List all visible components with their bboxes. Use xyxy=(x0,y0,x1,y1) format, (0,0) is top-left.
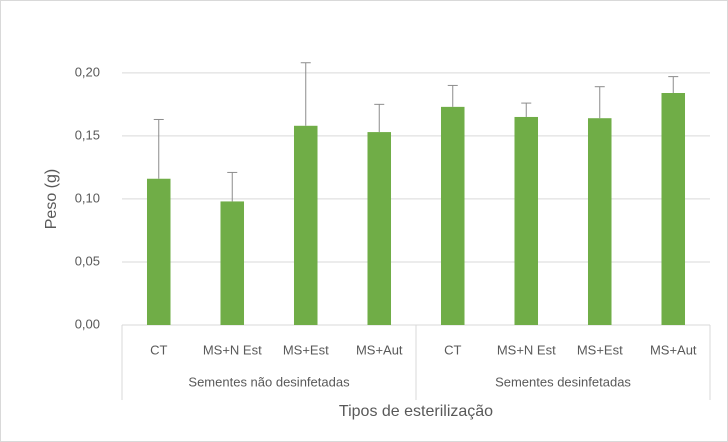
group-label: Sementes não desinfetadas xyxy=(188,374,350,389)
x-tick-label: MS+N Est xyxy=(203,342,262,357)
x-tick-label: MS+Est xyxy=(283,342,329,357)
group-label: Sementes desinfetadas xyxy=(495,374,631,389)
x-tick-label: MS+Aut xyxy=(356,342,403,357)
x-tick-label: MS+N Est xyxy=(497,342,556,357)
bar xyxy=(661,93,686,325)
bar xyxy=(293,125,318,325)
x-tick-label: MS+Aut xyxy=(650,342,697,357)
x-tick-label: MS+Est xyxy=(577,342,623,357)
x-axis-title: Tipos de esterilização xyxy=(339,403,493,420)
x-tick-label: CT xyxy=(150,342,167,357)
y-tick-label: 0,00 xyxy=(75,316,100,331)
y-axis-title: Peso (g) xyxy=(43,169,60,229)
bar xyxy=(587,118,612,325)
y-tick-label: 0,20 xyxy=(75,64,100,79)
bar xyxy=(146,178,171,325)
bar xyxy=(440,106,465,325)
bar xyxy=(514,116,539,326)
x-tick-label: CT xyxy=(444,342,461,357)
bar xyxy=(220,201,245,325)
bar xyxy=(367,132,392,325)
y-tick-label: 0,15 xyxy=(75,127,100,142)
y-tick-label: 0,10 xyxy=(75,190,100,205)
y-tick-label: 0,05 xyxy=(75,253,100,268)
